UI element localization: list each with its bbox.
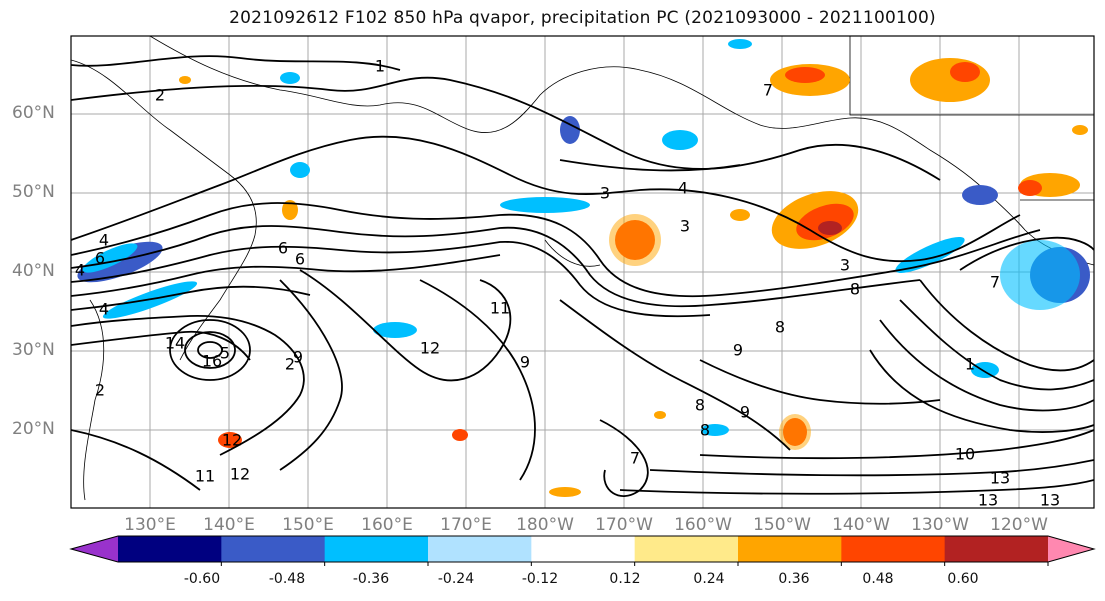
contour-label: 9	[292, 347, 304, 367]
positive-anomaly-shading	[179, 58, 1088, 497]
lat-label-20n: 20°N	[12, 419, 55, 439]
colorbar-tick-label: -0.12	[521, 571, 559, 587]
colorbar-segment	[634, 536, 739, 562]
lon-label-160w: 160°W	[674, 515, 732, 535]
lon-label-140e: 140°E	[203, 515, 255, 535]
lon-label-130e: 130°E	[124, 515, 176, 535]
colorbar-tick-label: -0.36	[352, 571, 390, 587]
contour-label: 13	[977, 490, 999, 510]
lat-label-50n: 50°N	[12, 182, 55, 202]
colorbar-extend-low	[71, 536, 118, 562]
contour-label: 6	[277, 238, 289, 258]
colorbar-segment	[324, 536, 429, 562]
negative-anomaly-shading	[77, 39, 1090, 436]
contour-label: 7	[989, 272, 1001, 292]
contour-label: 4	[74, 260, 86, 280]
colorbar-segment	[944, 536, 1049, 562]
contour-label: 8	[849, 279, 861, 299]
lon-label-160e: 160°E	[361, 515, 413, 535]
colorbar-tick-label: 0.60	[947, 571, 979, 587]
colorbar-tick-label: 0.24	[693, 571, 725, 587]
colorbar-tick-label: 0.12	[609, 571, 641, 587]
contour-label: 1	[374, 56, 386, 76]
contour-label: 13	[989, 468, 1011, 488]
lon-label-150w: 150°W	[753, 515, 811, 535]
colorbar-extend-high	[1048, 536, 1094, 562]
contour-label: 4	[98, 230, 110, 250]
contour-label: 6	[94, 248, 106, 268]
map-frame	[70, 35, 1095, 509]
map-title: 2021092612 F102 850 hPa qvapor, precipit…	[229, 8, 936, 28]
lat-label-40n: 40°N	[12, 261, 55, 281]
contour-label: 16	[201, 351, 223, 371]
contour-label: 12	[229, 464, 251, 484]
lon-label-120w: 120°W	[990, 515, 1048, 535]
lat-label-30n: 30°N	[12, 340, 55, 360]
lon-label-130w: 130°W	[911, 515, 969, 535]
contour-label: 12	[221, 430, 243, 450]
colorbar-tick-label: -0.48	[268, 571, 306, 587]
colorbar-segment	[221, 536, 326, 562]
contour-label: 10	[954, 444, 976, 464]
contour-label: 2	[284, 354, 296, 374]
contour-label: 8	[694, 395, 706, 415]
contour-label: 3	[839, 255, 851, 275]
colorbar-segment	[118, 536, 222, 562]
contour-label: 8	[774, 317, 786, 337]
contour-label: 11	[489, 298, 511, 318]
colorbar-segment	[428, 536, 532, 562]
lon-label-150e: 150°E	[282, 515, 334, 535]
contour-label: 9	[739, 402, 751, 422]
lon-label-170w: 170°W	[595, 515, 653, 535]
colorbar-tick-label: 0.48	[862, 571, 894, 587]
colorbar-segment	[738, 536, 842, 562]
colorbar-tick-label: -0.60	[183, 571, 221, 587]
contour-label: 7	[762, 80, 774, 100]
contour-label: 12	[419, 338, 441, 358]
contour-label: 9	[732, 340, 744, 360]
colorbar-segment	[531, 536, 636, 562]
contour-label: 4	[98, 299, 110, 319]
contour-label: 6	[294, 249, 306, 269]
contour-label: 8	[699, 420, 711, 440]
contour-label: 11	[194, 466, 216, 486]
qvapor-contours	[71, 55, 1094, 497]
lat-label-60n: 60°N	[12, 103, 55, 123]
contour-label: 13	[1039, 490, 1061, 510]
contour-label: 3	[679, 216, 691, 236]
colorbar-segment	[841, 536, 946, 562]
contour-label: 14	[164, 333, 186, 353]
lon-label-140w: 140°W	[832, 515, 890, 535]
contour-label: 9	[519, 352, 531, 372]
colorbar-tick-label: 0.36	[778, 571, 810, 587]
lon-label-170e: 170°E	[440, 515, 492, 535]
contour-label: 3	[599, 183, 611, 203]
contour-label: 2	[94, 380, 106, 400]
contour-label: 5	[219, 343, 231, 363]
contour-label: 4	[677, 178, 689, 198]
coastlines	[71, 36, 1094, 501]
contour-label: 2	[154, 85, 166, 105]
lon-label-180w: 180°W	[516, 515, 574, 535]
colorbar-tick-label: -0.24	[437, 571, 475, 587]
contour-label: 7	[629, 448, 641, 468]
colorbar-outline	[69, 535, 1096, 563]
contour-label: 1	[964, 354, 976, 374]
map-panel	[70, 35, 1095, 509]
